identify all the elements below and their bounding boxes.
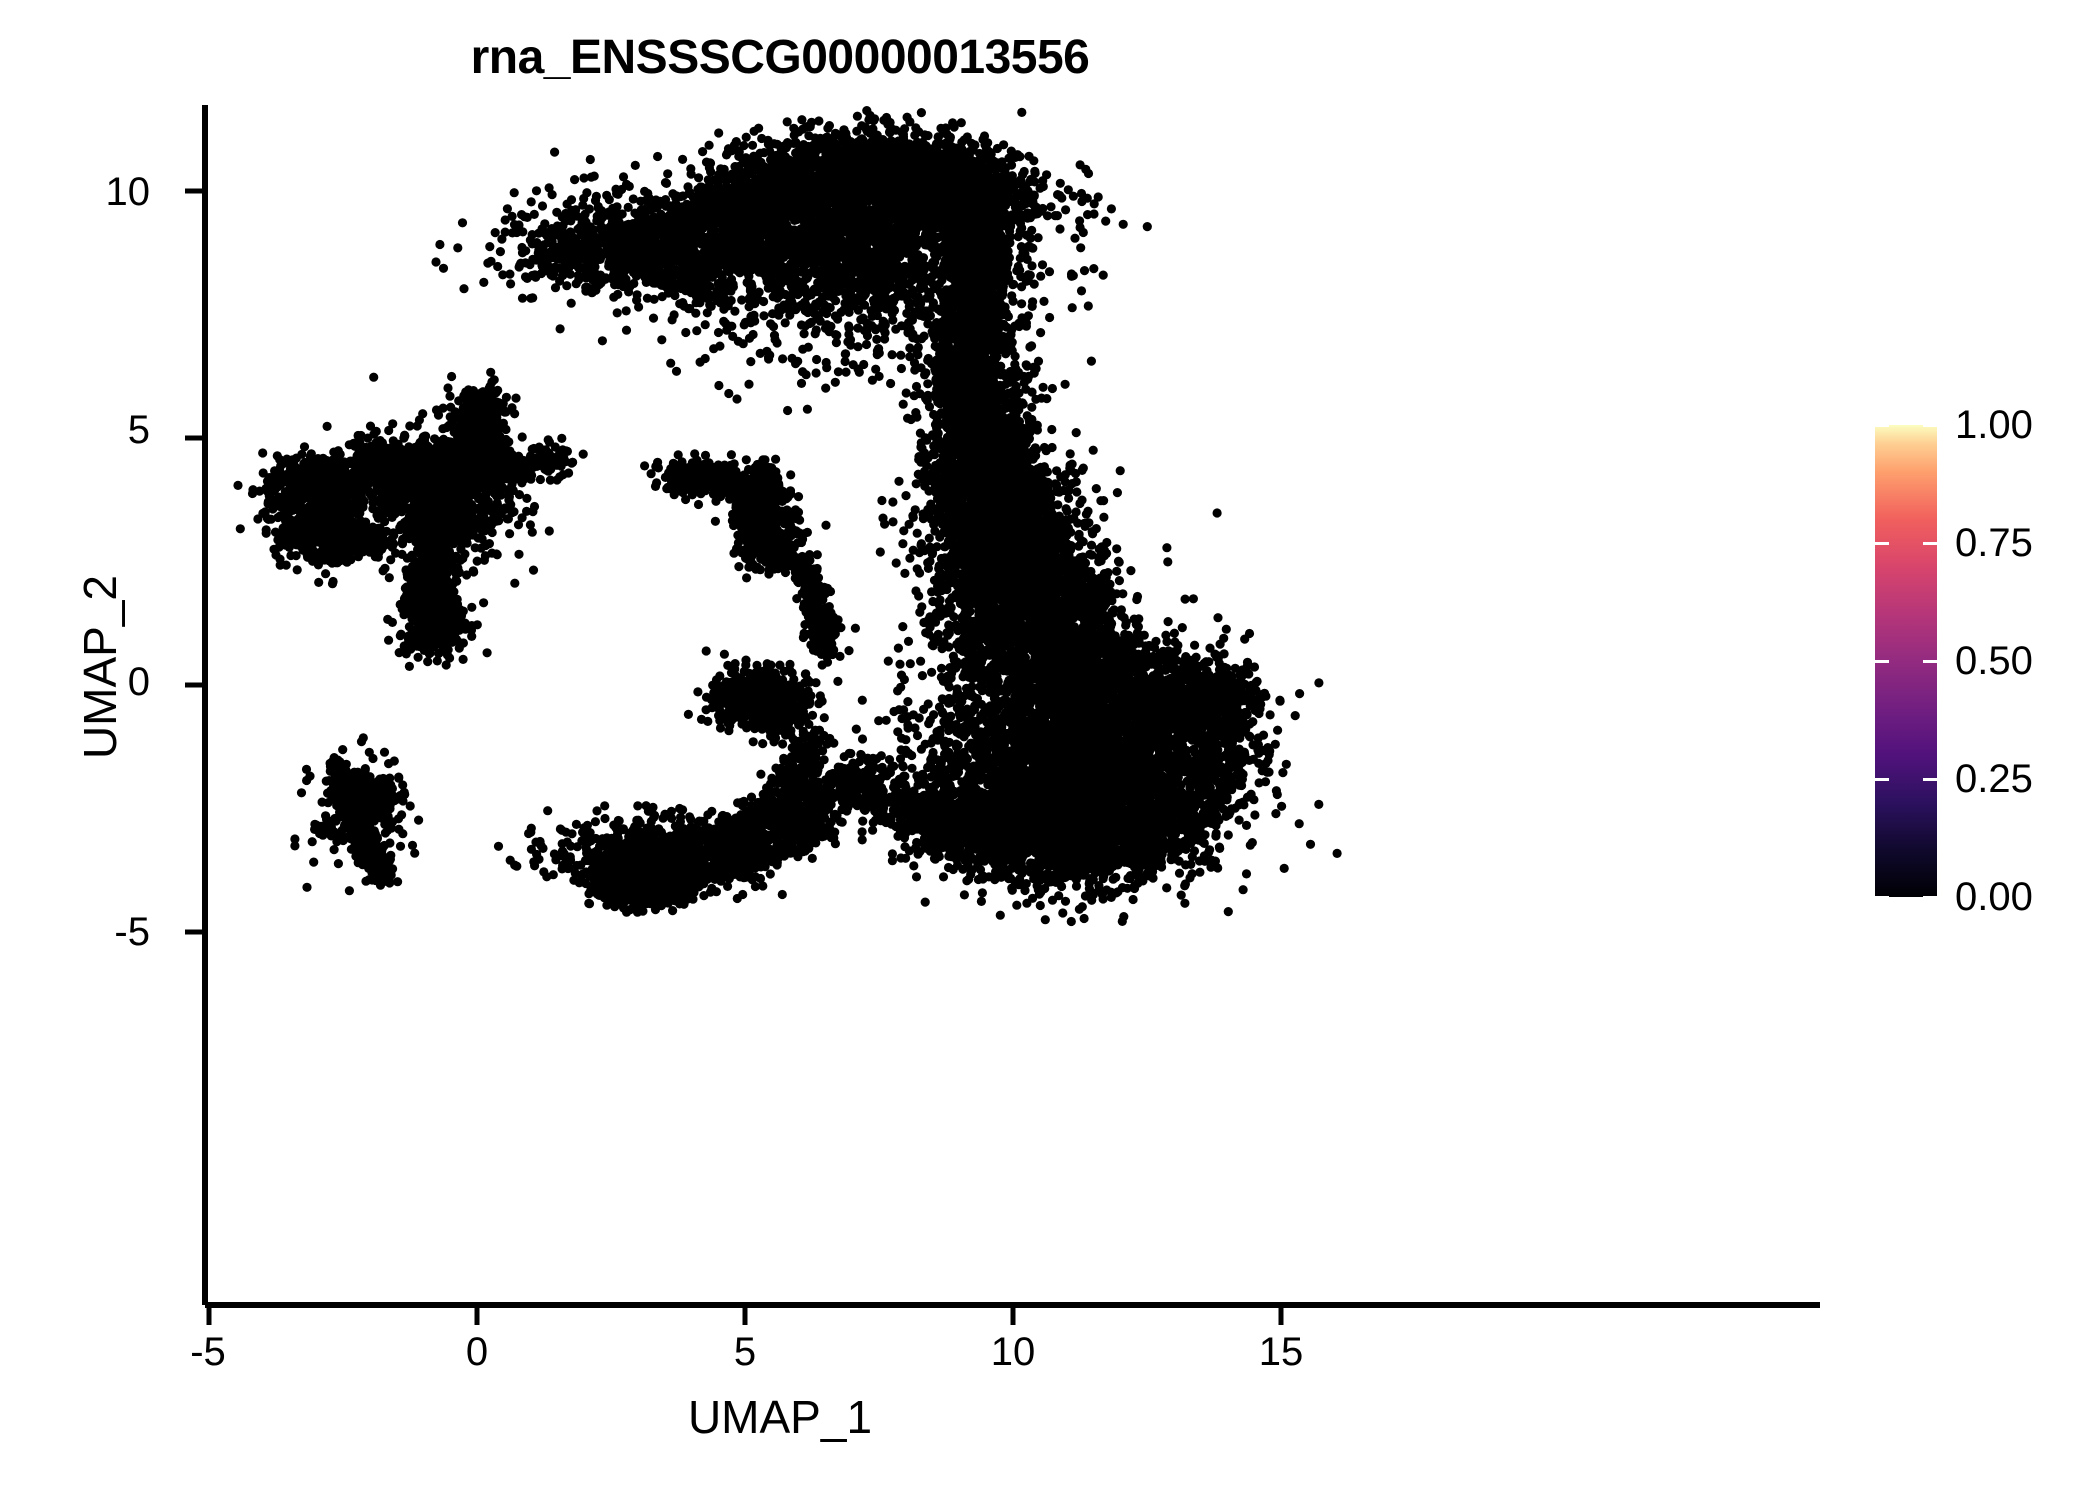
xtick-label-10: 10 <box>953 1330 1073 1375</box>
colorbar-tick <box>1923 778 1937 781</box>
xtick-label-minus5: -5 <box>148 1330 268 1375</box>
ytick-label-minus5: -5 <box>30 910 150 955</box>
colorbar-gradient[interactable] <box>1875 424 1937 899</box>
data-points-layer <box>233 106 1342 927</box>
colorbar-tick <box>1923 542 1937 545</box>
colorbar-tick <box>1875 660 1889 663</box>
colorbar-label-0-25: 0.25 <box>1955 757 2033 802</box>
colorbar-tick <box>1875 424 1889 427</box>
colorbar-label-0-50: 0.50 <box>1955 639 2033 684</box>
colorbar-tick <box>1923 424 1937 427</box>
xtick-label-15: 15 <box>1221 1330 1341 1375</box>
colorbar-tick <box>1875 896 1889 899</box>
colorbar-tick <box>1923 660 1937 663</box>
ytick-label-10: 10 <box>30 170 151 215</box>
y-axis-title: UMAP_2 <box>73 317 127 1017</box>
colorbar-label-1-00: 1.00 <box>1955 403 2033 448</box>
tick-marks <box>185 188 1284 1325</box>
xtick-label-5: 5 <box>685 1330 805 1375</box>
x-axis-title: UMAP_1 <box>205 1390 1355 1444</box>
ytick-label-5: 5 <box>30 408 150 453</box>
colorbar-label-0-75: 0.75 <box>1955 521 2033 566</box>
plot-title: rna_ENSSSCG00000013556 <box>0 30 1560 85</box>
colorbar-tick <box>1875 778 1889 781</box>
colorbar-tick <box>1875 542 1889 545</box>
xtick-label-0: 0 <box>417 1330 537 1375</box>
colorbar-label-0-00: 0.00 <box>1955 875 2033 920</box>
colorbar-tick <box>1923 896 1937 899</box>
ytick-label-0: 0 <box>30 660 150 705</box>
